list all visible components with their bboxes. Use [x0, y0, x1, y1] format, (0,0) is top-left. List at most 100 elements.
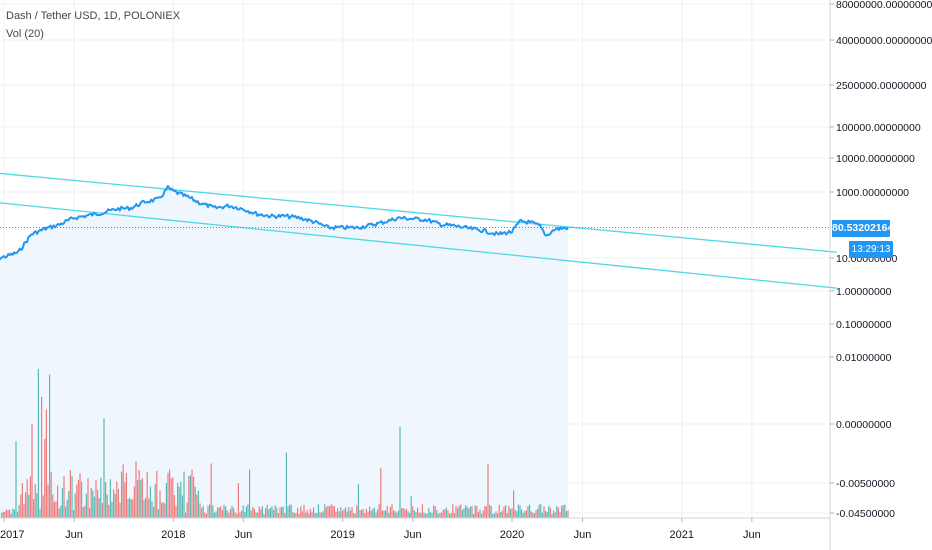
- volume-bar: [442, 509, 444, 518]
- volume-bar: [258, 506, 260, 518]
- volume-bar: [39, 508, 41, 518]
- volume-bar: [71, 476, 73, 518]
- volume-bar: [223, 504, 225, 518]
- price-axis[interactable]: 80000000.00000000 40000000.00000000 250000…: [829, 0, 932, 550]
- x-tick-label: 2018: [161, 529, 185, 541]
- volume-bar: [169, 469, 171, 518]
- volume-bar: [554, 512, 556, 518]
- volume-bar: [452, 504, 454, 518]
- y-tick-label: 0.00000000: [836, 419, 892, 431]
- volume-bar: [153, 506, 155, 518]
- volume-bar: [122, 464, 124, 518]
- volume-bar: [79, 473, 81, 518]
- volume-bar: [237, 483, 239, 518]
- volume-bar: [356, 505, 358, 518]
- volume-bar: [241, 510, 243, 518]
- volume-bar: [261, 506, 263, 518]
- volume-bar: [508, 505, 510, 518]
- time-axis[interactable]: 2017 Jun 2018 Jun 2019 Jun 2020 Jun 2021 Jun: [0, 517, 830, 541]
- volume-bar: [58, 508, 60, 518]
- volume-bar: [505, 505, 507, 518]
- volume-bar: [17, 511, 19, 518]
- volume-bar: [197, 490, 199, 518]
- volume-bar: [497, 513, 499, 518]
- volume-bar: [457, 508, 459, 518]
- volume-bar: [69, 470, 71, 518]
- volume-bar: [247, 504, 249, 518]
- trend-channel[interactable]: [0, 172, 837, 289]
- volume-bar: [380, 468, 382, 518]
- volume-bar: [407, 511, 409, 518]
- volume-bar: [533, 513, 535, 518]
- volume-bar: [319, 512, 321, 518]
- volume-bar: [68, 491, 70, 518]
- volume-bar: [471, 506, 473, 518]
- volume-bar: [429, 512, 431, 518]
- volume-bar: [477, 512, 479, 518]
- volume-bar: [524, 511, 526, 518]
- volume-bar: [367, 511, 369, 518]
- volume-bar: [10, 513, 12, 518]
- volume-bar: [143, 499, 145, 518]
- volume-bar: [25, 492, 27, 518]
- volume-bar: [377, 509, 379, 518]
- volume-bar: [557, 507, 559, 518]
- volume-bar: [117, 488, 119, 518]
- volume-bar: [389, 507, 391, 518]
- volume-bar: [161, 502, 163, 518]
- volume-bar: [418, 512, 420, 518]
- volume-bar: [135, 461, 137, 518]
- volume-bar: [170, 478, 172, 518]
- volume-bar: [244, 512, 246, 518]
- volume-bar: [165, 482, 167, 518]
- volume-bar: [305, 512, 307, 518]
- volume-bar: [157, 509, 159, 518]
- volume-bar: [49, 374, 51, 518]
- volume-bar: [341, 510, 343, 518]
- y-tick-label: 100000.00000000: [836, 122, 921, 134]
- volume-bar: [487, 463, 489, 518]
- volume-bar: [42, 495, 44, 518]
- volume-bar: [97, 489, 99, 518]
- volume-bar: [289, 504, 291, 518]
- volume-bar: [364, 513, 366, 518]
- channel-lower-line[interactable]: [0, 202, 837, 289]
- volume-bar: [401, 508, 403, 518]
- volume-bar: [489, 504, 491, 518]
- volume-bars: [1, 369, 569, 518]
- x-tick-label: 2020: [500, 529, 524, 541]
- volume-bar: [202, 505, 204, 518]
- volume-bar: [449, 513, 451, 518]
- volume-bar: [463, 508, 465, 518]
- volume-bar: [343, 509, 345, 518]
- volume-bar: [335, 511, 337, 518]
- volume-bar: [108, 504, 110, 518]
- channel-upper-line[interactable]: [0, 172, 837, 253]
- symbol-title[interactable]: Dash / Tether USD, 1D, POLONIEX: [6, 10, 181, 22]
- volume-bar: [250, 510, 252, 518]
- volume-bar: [330, 504, 332, 518]
- volume-bar: [109, 479, 111, 518]
- volume-bar: [279, 507, 281, 518]
- volume-bar: [103, 418, 105, 518]
- volume-bar: [466, 506, 468, 518]
- volume-bar: [111, 501, 113, 518]
- volume-bar: [26, 479, 28, 518]
- volume-bar: [63, 476, 65, 518]
- volume-bar: [141, 478, 143, 518]
- volume-bar: [189, 475, 191, 518]
- volume-bar: [468, 508, 470, 518]
- volume-bar: [556, 506, 558, 518]
- volume-bar: [73, 510, 75, 518]
- volume-bar: [473, 514, 475, 518]
- y-tick-label: 80000000.00000000: [836, 0, 932, 11]
- volume-indicator-label[interactable]: Vol (20): [6, 28, 44, 40]
- volume-bar: [255, 512, 257, 518]
- volume-bar: [61, 488, 63, 518]
- volume-bar: [146, 472, 148, 518]
- volume-bar: [513, 490, 515, 518]
- volume-bar: [231, 505, 233, 518]
- volume-bar: [393, 510, 395, 518]
- volume-bar: [495, 511, 497, 518]
